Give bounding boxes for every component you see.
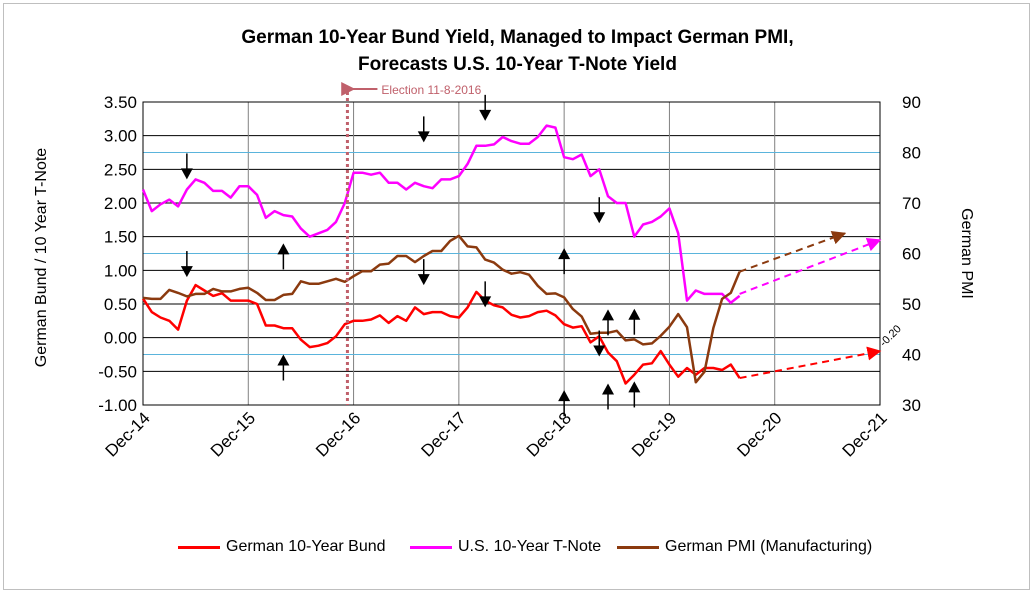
signal-arrow-head-6 bbox=[479, 109, 492, 121]
chart-title-line-2: Forecasts U.S. 10-Year T-Note Yield bbox=[358, 54, 677, 75]
series-line-2 bbox=[142, 234, 741, 384]
signal-arrow-head-0 bbox=[180, 168, 193, 180]
signal-arrow-head-2 bbox=[277, 243, 290, 255]
y-left-axis-title: German Bund / 10 Year T-Note bbox=[33, 148, 50, 368]
legend-item: German PMI (Manufacturing) bbox=[617, 535, 872, 559]
left-tick-label: 0.00 bbox=[104, 329, 137, 348]
right-tick-label: 50 bbox=[902, 295, 921, 314]
forecast-value-label: -0.20 bbox=[878, 323, 904, 349]
election-label: Election 11-8-2016 bbox=[381, 83, 481, 97]
chart-frame bbox=[3, 3, 1030, 590]
right-tick-label: 90 bbox=[902, 93, 921, 112]
signal-arrow-head-15 bbox=[628, 381, 641, 393]
y-right-axis-title: German PMI bbox=[958, 208, 975, 299]
x-tick-label: Dec-16 bbox=[312, 408, 364, 460]
legend-item: German 10-Year Bund bbox=[178, 535, 386, 559]
signal-arrow-head-1 bbox=[180, 266, 193, 278]
signal-arrow-head-8 bbox=[558, 248, 571, 260]
left-tick-label: -0.50 bbox=[98, 362, 137, 381]
legend-label: German 10-Year Bund bbox=[226, 538, 386, 555]
signal-arrow-head-12 bbox=[602, 309, 615, 321]
annotations: Election 11-8-2016 -0.20 bbox=[341, 82, 904, 405]
x-tick-label: Dec-20 bbox=[733, 408, 785, 460]
plot-border bbox=[142, 101, 881, 406]
left-tick-label: 2.00 bbox=[104, 194, 137, 213]
right-tick-label: 30 bbox=[902, 396, 921, 415]
left-tick-label: 2.50 bbox=[104, 160, 137, 179]
legend-swatch bbox=[617, 545, 659, 549]
right-tick-label: 40 bbox=[902, 346, 921, 365]
axes bbox=[142, 101, 881, 406]
signal-arrow-head-11 bbox=[593, 345, 606, 357]
chart-title: German 10-Year Bund Yield, Managed to Im… bbox=[0, 24, 1035, 78]
legend: German 10-Year Bund U.S. 10-Year T-Note Ge… bbox=[0, 535, 1035, 559]
legend-swatch bbox=[178, 545, 220, 549]
right-tick-label: 70 bbox=[902, 194, 921, 213]
series-line-1 bbox=[141, 124, 741, 304]
forecast-line-0 bbox=[739, 231, 847, 273]
x-tick-label: Dec-14 bbox=[102, 408, 154, 460]
signal-arrows bbox=[180, 94, 641, 417]
left-tick-label: 0.50 bbox=[104, 295, 137, 314]
legend-label: U.S. 10-Year T-Note bbox=[458, 538, 602, 555]
x-tick-label: Dec-19 bbox=[628, 408, 680, 460]
left-tick-label: 1.50 bbox=[104, 228, 137, 247]
chart-title-line-1: German 10-Year Bund Yield, Managed to Im… bbox=[241, 27, 794, 48]
signal-arrow-head-5 bbox=[417, 274, 430, 286]
reference-lines bbox=[143, 152, 880, 355]
legend-item: U.S. 10-Year T-Note bbox=[410, 535, 601, 559]
x-tick-label: Dec-21 bbox=[839, 408, 891, 460]
signal-arrow-head-14 bbox=[628, 308, 641, 320]
legend-swatch bbox=[410, 545, 452, 549]
left-tick-label: 1.00 bbox=[104, 261, 137, 280]
x-tick-label: Dec-18 bbox=[523, 408, 575, 460]
signal-arrow-head-4 bbox=[417, 131, 430, 143]
x-tick-label: Dec-15 bbox=[207, 408, 259, 460]
right-tick-label: 60 bbox=[902, 245, 921, 264]
signal-arrow-head-3 bbox=[277, 354, 290, 366]
left-tick-label: 3.50 bbox=[104, 93, 137, 112]
x-tick-label: Dec-17 bbox=[417, 408, 469, 460]
signal-arrow-head-9 bbox=[558, 390, 571, 402]
series-line-0 bbox=[141, 283, 741, 385]
right-tick-label: 80 bbox=[902, 144, 921, 163]
series-lines bbox=[141, 124, 741, 385]
signal-arrow-head-7 bbox=[479, 296, 492, 308]
forecast-line-2 bbox=[739, 346, 882, 380]
left-tick-label: -1.00 bbox=[98, 396, 137, 415]
forecast-lines bbox=[739, 231, 882, 380]
forecast-line-1 bbox=[739, 238, 882, 295]
legend-label: German PMI (Manufacturing) bbox=[665, 538, 873, 555]
signal-arrow-head-10 bbox=[593, 212, 606, 224]
left-tick-label: 3.00 bbox=[104, 127, 137, 146]
signal-arrow-head-13 bbox=[602, 383, 615, 395]
